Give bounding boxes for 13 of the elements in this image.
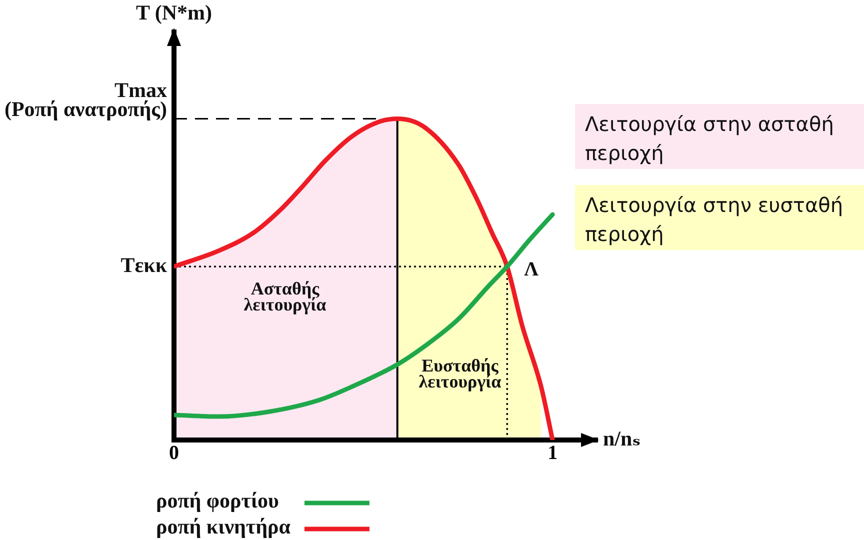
annotation: Ευσταθής λειτουργία: [418, 356, 502, 392]
x-tick-label: 0: [169, 442, 179, 464]
annotation: Ασταθής λειτουργία: [244, 278, 326, 315]
legend-label: ροπή φορτίου: [156, 488, 279, 512]
annotation: Λ: [524, 258, 540, 281]
legend-label: ροπή κινητήρα: [156, 514, 291, 538]
text: Λειτουργία στην ευσταθή περιοχή: [575, 185, 864, 250]
text: Λειτουργία στην ασταθή περιοχή: [575, 104, 864, 169]
x-axis-title: n/nₛ: [603, 426, 640, 450]
y-axis-title: T (N*m): [136, 0, 212, 24]
ref-line-label: Tεκκ: [120, 252, 168, 277]
ref-line-label: Tmax (Ροπή ανατροπής): [4, 78, 168, 122]
x-tick-label: 1: [548, 442, 558, 464]
